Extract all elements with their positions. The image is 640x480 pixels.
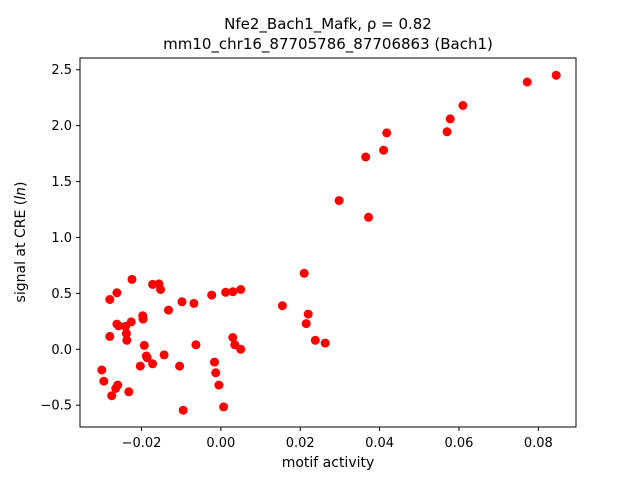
data-point xyxy=(361,152,371,162)
y-tick-label: 1.0 xyxy=(51,231,72,246)
data-point xyxy=(148,279,158,289)
y-tick-label: 0.0 xyxy=(51,343,72,358)
data-point xyxy=(207,290,217,300)
data-point xyxy=(310,335,320,345)
chart-title-line1: Nfe2_Bach1_Mafk, ρ = 0.82 xyxy=(224,15,432,34)
data-point xyxy=(379,145,389,155)
data-point xyxy=(191,340,201,350)
data-point xyxy=(138,314,148,324)
data-point xyxy=(458,101,468,110)
data-point xyxy=(148,359,158,369)
data-point xyxy=(164,305,173,315)
data-point xyxy=(214,380,224,390)
data-point xyxy=(334,196,344,206)
data-point xyxy=(178,405,188,415)
data-point xyxy=(156,285,166,294)
data-point xyxy=(221,287,231,297)
data-point xyxy=(236,285,246,294)
data-point xyxy=(442,127,452,137)
x-axis-label: motif activity xyxy=(282,455,375,471)
plot-frame xyxy=(79,57,577,428)
data-point xyxy=(301,319,311,329)
data-point xyxy=(177,297,187,307)
x-tick-label: 0.00 xyxy=(206,436,235,451)
data-point xyxy=(107,391,117,401)
data-point xyxy=(105,295,115,304)
data-point xyxy=(124,387,134,397)
data-point xyxy=(113,380,123,390)
x-tick-label: −0.02 xyxy=(122,436,162,451)
data-point xyxy=(139,340,149,350)
data-point xyxy=(126,317,136,327)
data-point xyxy=(211,368,221,378)
data-point xyxy=(228,287,238,297)
y-tick-label: −0.5 xyxy=(40,399,72,414)
data-point xyxy=(127,274,137,284)
data-point xyxy=(299,268,309,278)
y-tick-label: 0.5 xyxy=(51,287,72,302)
data-point xyxy=(97,365,107,375)
data-point xyxy=(114,321,123,331)
data-point xyxy=(277,301,287,311)
data-points xyxy=(97,70,561,415)
x-axis-ticks: −0.02 0.00 0.02 0.04 0.06 0.08 xyxy=(122,427,553,451)
data-point xyxy=(522,77,532,87)
data-point xyxy=(122,335,132,345)
data-point xyxy=(135,361,145,371)
data-point xyxy=(364,212,373,222)
data-point xyxy=(159,350,169,360)
y-tick-label: 2.5 xyxy=(51,63,72,78)
data-point xyxy=(303,309,313,319)
data-point xyxy=(445,114,455,124)
y-axis-label-end: ) xyxy=(13,182,29,187)
data-point xyxy=(219,402,229,412)
data-point xyxy=(112,288,122,298)
data-point xyxy=(382,128,392,138)
y-axis-label-main: signal at CRE ( xyxy=(13,200,29,303)
data-point xyxy=(551,70,561,80)
y-axis-ticks: −0.5 0.0 0.5 1.0 1.5 2.0 2.5 xyxy=(40,63,80,414)
data-point xyxy=(210,357,219,367)
y-tick-label: 1.5 xyxy=(51,175,72,190)
y-axis-label-italic: ln xyxy=(13,187,29,200)
y-tick-label: 2.0 xyxy=(51,119,72,134)
data-point xyxy=(142,353,152,363)
x-tick-label: 0.04 xyxy=(365,436,394,451)
chart-title-line2: mm10_chr16_87705786_87706863 (Bach1) xyxy=(163,35,493,54)
data-point xyxy=(228,333,238,342)
x-tick-label: 0.02 xyxy=(286,436,315,451)
data-point xyxy=(320,338,330,348)
x-tick-label: 0.06 xyxy=(444,436,473,451)
data-point xyxy=(121,329,131,339)
y-axis-label: signal at CRE (ln) xyxy=(13,182,29,303)
x-tick-label: 0.08 xyxy=(524,436,553,451)
data-point xyxy=(189,298,199,308)
data-point xyxy=(105,331,115,341)
data-point xyxy=(175,361,185,371)
data-point xyxy=(236,344,246,354)
data-point xyxy=(99,376,109,386)
